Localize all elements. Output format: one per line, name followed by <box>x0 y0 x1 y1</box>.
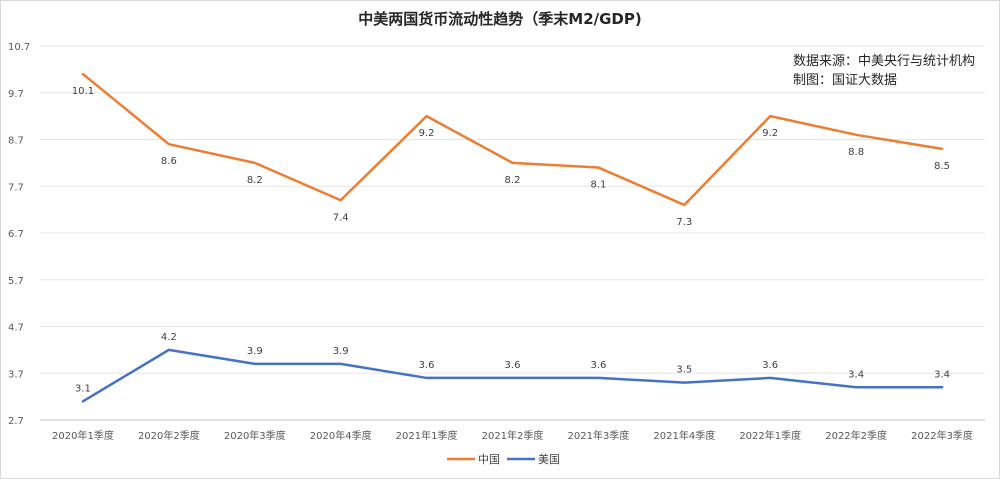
x-tick-label: 2021年4季度 <box>653 429 715 442</box>
x-tick-label: 2022年1季度 <box>739 429 801 442</box>
data-label: 10.1 <box>72 86 94 97</box>
x-tick-label: 2022年3季度 <box>911 429 973 442</box>
legend-label: 美国 <box>538 453 560 466</box>
data-label: 4.2 <box>161 332 177 343</box>
data-label: 3.1 <box>75 383 91 394</box>
data-label: 8.1 <box>590 180 606 191</box>
y-tick-label: 10.7 <box>8 42 30 53</box>
y-tick-label: 7.7 <box>8 182 24 193</box>
y-tick-label: 5.7 <box>8 276 24 287</box>
data-label: 8.8 <box>848 147 864 158</box>
y-tick-label: 6.7 <box>8 229 24 240</box>
chart-title: 中美两国货币流动性趋势（季末M2/GDP) <box>358 10 642 28</box>
legend-label: 中国 <box>478 453 500 466</box>
data-label: 3.4 <box>848 369 864 380</box>
x-tick-label: 2020年2季度 <box>138 429 200 442</box>
y-tick-label: 2.7 <box>8 416 24 427</box>
data-label: 8.6 <box>161 156 177 167</box>
x-tick-label: 2020年4季度 <box>310 429 372 442</box>
x-tick-label: 2022年2季度 <box>825 429 887 442</box>
series-line-usa <box>81 348 944 403</box>
x-tick-label: 2020年1季度 <box>52 429 114 442</box>
data-label: 8.2 <box>505 175 521 186</box>
y-tick-label: 3.7 <box>8 369 24 380</box>
series-line-china <box>81 72 944 207</box>
x-tick-label: 2021年2季度 <box>482 429 544 442</box>
data-label: 3.6 <box>762 360 778 371</box>
x-tick-label: 2021年1季度 <box>396 429 458 442</box>
data-label: 9.2 <box>762 128 778 139</box>
data-label: 3.9 <box>333 346 349 357</box>
source-annotation: 数据来源：中美央行与统计机构 制图：国证大数据 <box>793 52 975 90</box>
data-source-note: 数据来源：中美央行与统计机构 <box>793 54 976 69</box>
data-label: 3.6 <box>505 360 521 371</box>
y-tick-label: 4.7 <box>8 323 24 334</box>
data-label: 7.4 <box>333 212 349 223</box>
x-tick-label: 2020年3季度 <box>224 429 286 442</box>
data-label: 3.6 <box>419 360 435 371</box>
data-label: 8.5 <box>934 161 950 172</box>
data-label: 3.6 <box>590 360 606 371</box>
data-label: 3.9 <box>247 346 263 357</box>
data-label: 3.5 <box>676 365 692 376</box>
data-label: 3.4 <box>934 369 950 380</box>
data-label: 8.2 <box>247 175 263 186</box>
data-label: 9.2 <box>419 128 435 139</box>
chart-maker-note: 制图：国证大数据 <box>793 73 898 88</box>
data-label: 7.3 <box>676 217 692 228</box>
x-tick-label: 2021年3季度 <box>568 429 630 442</box>
y-tick-label: 8.7 <box>8 136 24 147</box>
y-tick-label: 9.7 <box>8 89 24 100</box>
